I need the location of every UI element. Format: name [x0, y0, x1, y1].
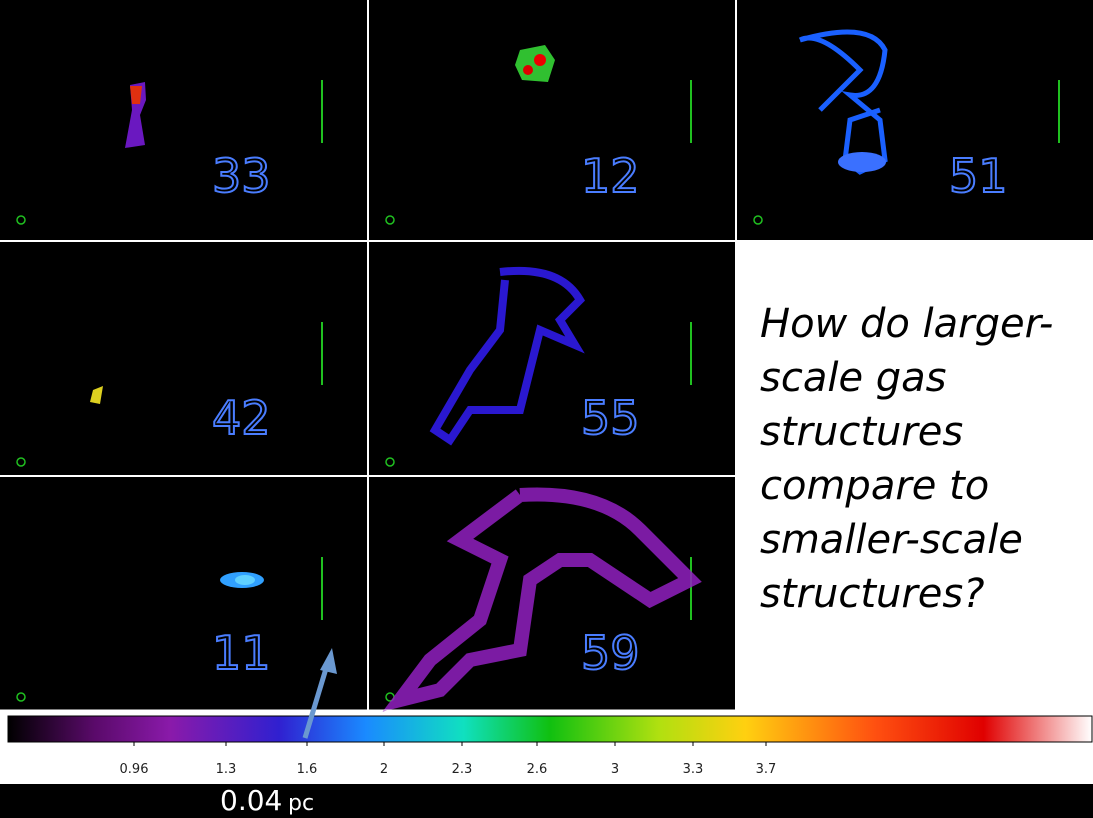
page: 33 12 51 42 55 11 59 How do larger-scale gas st… — [0, 0, 1093, 818]
panel — [0, 0, 367, 240]
tick-label: 2.3 — [452, 762, 473, 777]
panel — [737, 0, 1093, 240]
panel-label: 33 — [212, 149, 271, 203]
scale-value: 0.04 — [220, 784, 282, 817]
tick-label: 2 — [380, 762, 388, 777]
colorbar — [8, 716, 1092, 742]
tick-label: 1.3 — [216, 762, 237, 777]
question-line: structures? — [760, 571, 984, 617]
question-line: smaller-scale — [760, 517, 1023, 563]
tick-label: 3.7 — [756, 762, 777, 777]
question-line: structures — [760, 409, 963, 455]
scale-bar-box — [0, 784, 1093, 818]
panel-label: 42 — [212, 391, 271, 445]
tick-label: 1.6 — [297, 762, 318, 777]
panel-label: 11 — [212, 626, 271, 680]
panel — [369, 0, 735, 240]
question-line: How do larger- — [760, 301, 1053, 347]
question-line: scale gas — [760, 355, 947, 401]
tick-label: 0.96 — [120, 762, 149, 777]
panel-label: 55 — [581, 391, 640, 445]
tick-label: 3.3 — [683, 762, 704, 777]
tick-label: 2.6 — [527, 762, 548, 777]
question: How do larger-scale gas structures compare… — [760, 301, 1053, 617]
tick-label: 3 — [611, 762, 619, 777]
panel-label: 59 — [581, 626, 640, 680]
figure: 33 12 51 42 55 11 59 How do larger-scale gas st… — [0, 0, 1093, 818]
scale-unit: pc — [288, 791, 314, 816]
panel-label: 51 — [949, 149, 1008, 203]
panel-label: 12 — [581, 149, 640, 203]
question-line: compare to — [760, 463, 989, 509]
panel — [0, 242, 367, 475]
panel — [0, 477, 367, 710]
